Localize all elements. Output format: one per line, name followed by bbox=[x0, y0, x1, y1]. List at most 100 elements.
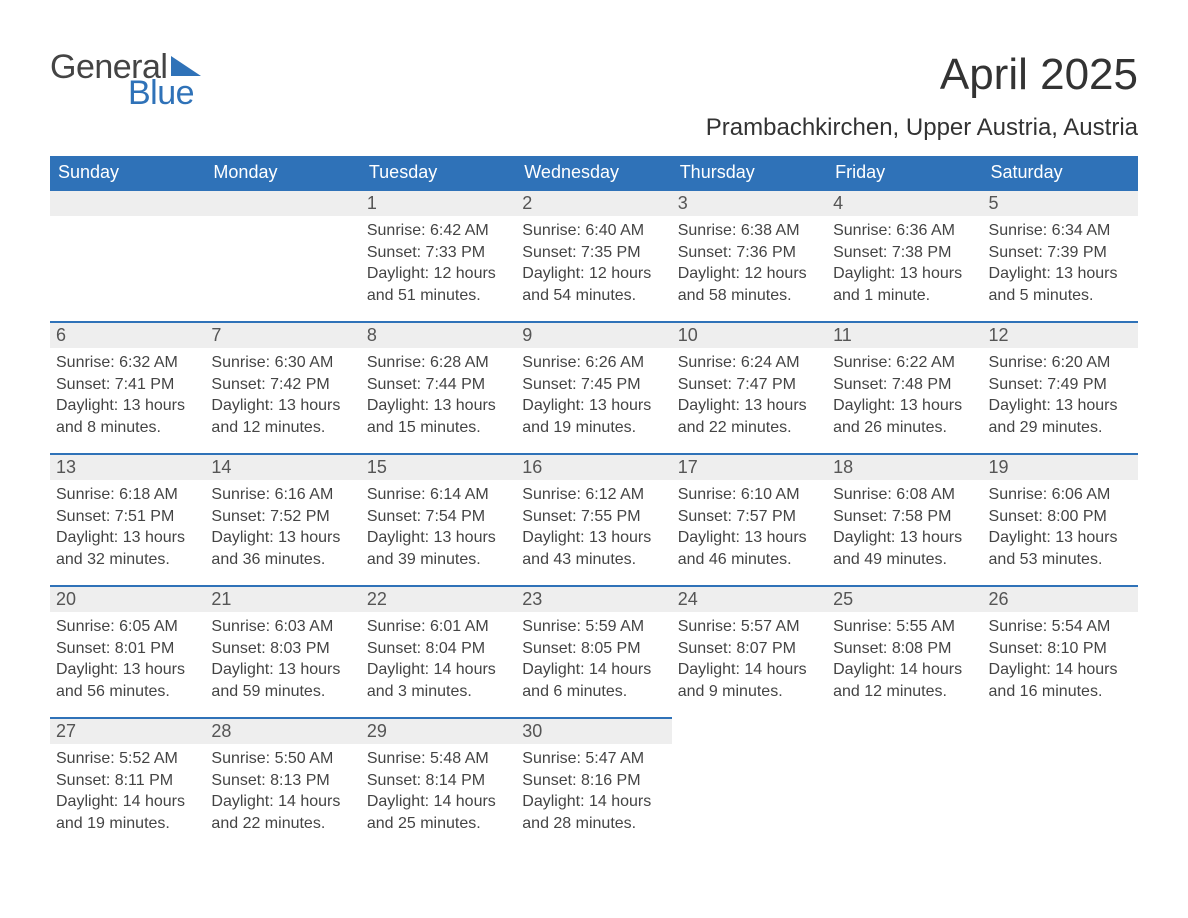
calendar-cell: 22Sunrise: 6:01 AMSunset: 8:04 PMDayligh… bbox=[361, 585, 516, 717]
sunset-line: Sunset: 8:08 PM bbox=[833, 638, 976, 660]
sunrise-line: Sunrise: 6:20 AM bbox=[989, 352, 1132, 374]
sunrise-line: Sunrise: 5:47 AM bbox=[522, 748, 665, 770]
daylight-line: Daylight: 13 hours and 29 minutes. bbox=[989, 395, 1132, 438]
daylight-line: Daylight: 13 hours and 19 minutes. bbox=[522, 395, 665, 438]
sunrise-line: Sunrise: 6:42 AM bbox=[367, 220, 510, 242]
day-number: 6 bbox=[50, 321, 205, 348]
day-details: Sunrise: 5:54 AMSunset: 8:10 PMDaylight:… bbox=[983, 612, 1138, 706]
calendar-cell: 18Sunrise: 6:08 AMSunset: 7:58 PMDayligh… bbox=[827, 453, 982, 585]
day-number: 2 bbox=[516, 189, 671, 216]
dayhdr-tue: Tuesday bbox=[361, 156, 516, 189]
day-number bbox=[50, 189, 205, 216]
sunrise-line: Sunrise: 6:12 AM bbox=[522, 484, 665, 506]
calendar-cell: 28Sunrise: 5:50 AMSunset: 8:13 PMDayligh… bbox=[205, 717, 360, 849]
day-number: 20 bbox=[50, 585, 205, 612]
calendar-week: 13Sunrise: 6:18 AMSunset: 7:51 PMDayligh… bbox=[50, 453, 1138, 585]
daylight-line: Daylight: 13 hours and 8 minutes. bbox=[56, 395, 199, 438]
calendar-cell: 13Sunrise: 6:18 AMSunset: 7:51 PMDayligh… bbox=[50, 453, 205, 585]
sunset-line: Sunset: 8:01 PM bbox=[56, 638, 199, 660]
sunset-line: Sunset: 8:13 PM bbox=[211, 770, 354, 792]
sunrise-line: Sunrise: 5:48 AM bbox=[367, 748, 510, 770]
calendar-week: 6Sunrise: 6:32 AMSunset: 7:41 PMDaylight… bbox=[50, 321, 1138, 453]
day-number: 4 bbox=[827, 189, 982, 216]
month-title: April 2025 bbox=[706, 50, 1138, 100]
sunset-line: Sunset: 7:52 PM bbox=[211, 506, 354, 528]
daylight-line: Daylight: 13 hours and 32 minutes. bbox=[56, 527, 199, 570]
sunset-line: Sunset: 7:55 PM bbox=[522, 506, 665, 528]
sunset-line: Sunset: 7:35 PM bbox=[522, 242, 665, 264]
day-details: Sunrise: 6:24 AMSunset: 7:47 PMDaylight:… bbox=[672, 348, 827, 442]
sunrise-line: Sunrise: 6:22 AM bbox=[833, 352, 976, 374]
calendar-cell: 26Sunrise: 5:54 AMSunset: 8:10 PMDayligh… bbox=[983, 585, 1138, 717]
calendar-week: 1Sunrise: 6:42 AMSunset: 7:33 PMDaylight… bbox=[50, 189, 1138, 321]
sunrise-line: Sunrise: 6:18 AM bbox=[56, 484, 199, 506]
sunset-line: Sunset: 7:48 PM bbox=[833, 374, 976, 396]
sunset-line: Sunset: 7:49 PM bbox=[989, 374, 1132, 396]
title-block: April 2025 Prambachkirchen, Upper Austri… bbox=[706, 50, 1138, 142]
daylight-line: Daylight: 14 hours and 28 minutes. bbox=[522, 791, 665, 834]
day-details: Sunrise: 6:38 AMSunset: 7:36 PMDaylight:… bbox=[672, 216, 827, 310]
sunset-line: Sunset: 8:07 PM bbox=[678, 638, 821, 660]
daylight-line: Daylight: 13 hours and 12 minutes. bbox=[211, 395, 354, 438]
sunset-line: Sunset: 8:16 PM bbox=[522, 770, 665, 792]
dayhdr-sat: Saturday bbox=[983, 156, 1138, 189]
day-number: 7 bbox=[205, 321, 360, 348]
day-details: Sunrise: 6:12 AMSunset: 7:55 PMDaylight:… bbox=[516, 480, 671, 574]
day-details: Sunrise: 5:55 AMSunset: 8:08 PMDaylight:… bbox=[827, 612, 982, 706]
day-details: Sunrise: 6:30 AMSunset: 7:42 PMDaylight:… bbox=[205, 348, 360, 442]
calendar-cell: 6Sunrise: 6:32 AMSunset: 7:41 PMDaylight… bbox=[50, 321, 205, 453]
sunrise-line: Sunrise: 6:36 AM bbox=[833, 220, 976, 242]
day-number: 21 bbox=[205, 585, 360, 612]
calendar-cell: 8Sunrise: 6:28 AMSunset: 7:44 PMDaylight… bbox=[361, 321, 516, 453]
calendar-cell: 15Sunrise: 6:14 AMSunset: 7:54 PMDayligh… bbox=[361, 453, 516, 585]
calendar-page: General Blue April 2025 Prambachkirchen,… bbox=[0, 0, 1188, 879]
day-number: 19 bbox=[983, 453, 1138, 480]
sunset-line: Sunset: 7:57 PM bbox=[678, 506, 821, 528]
day-number: 3 bbox=[672, 189, 827, 216]
daylight-line: Daylight: 13 hours and 59 minutes. bbox=[211, 659, 354, 702]
day-details: Sunrise: 6:16 AMSunset: 7:52 PMDaylight:… bbox=[205, 480, 360, 574]
calendar-cell: 10Sunrise: 6:24 AMSunset: 7:47 PMDayligh… bbox=[672, 321, 827, 453]
day-number: 28 bbox=[205, 717, 360, 744]
day-number: 23 bbox=[516, 585, 671, 612]
sunrise-line: Sunrise: 6:28 AM bbox=[367, 352, 510, 374]
day-number: 1 bbox=[361, 189, 516, 216]
sunset-line: Sunset: 8:11 PM bbox=[56, 770, 199, 792]
sunrise-line: Sunrise: 6:16 AM bbox=[211, 484, 354, 506]
daylight-line: Daylight: 14 hours and 16 minutes. bbox=[989, 659, 1132, 702]
daylight-line: Daylight: 13 hours and 5 minutes. bbox=[989, 263, 1132, 306]
day-details: Sunrise: 6:36 AMSunset: 7:38 PMDaylight:… bbox=[827, 216, 982, 310]
day-details: Sunrise: 6:32 AMSunset: 7:41 PMDaylight:… bbox=[50, 348, 205, 442]
calendar-cell: 20Sunrise: 6:05 AMSunset: 8:01 PMDayligh… bbox=[50, 585, 205, 717]
day-number bbox=[205, 189, 360, 216]
day-details: Sunrise: 6:06 AMSunset: 8:00 PMDaylight:… bbox=[983, 480, 1138, 574]
sunrise-line: Sunrise: 6:34 AM bbox=[989, 220, 1132, 242]
sunrise-line: Sunrise: 6:10 AM bbox=[678, 484, 821, 506]
day-details: Sunrise: 5:48 AMSunset: 8:14 PMDaylight:… bbox=[361, 744, 516, 838]
dayhdr-mon: Monday bbox=[205, 156, 360, 189]
calendar-cell: 30 Sunrise: 5:47 AMSunset: 8:16 PMDayligh… bbox=[516, 717, 671, 849]
daylight-line: Daylight: 13 hours and 39 minutes. bbox=[367, 527, 510, 570]
calendar-cell: 19Sunrise: 6:06 AMSunset: 8:00 PMDayligh… bbox=[983, 453, 1138, 585]
day-number: 15 bbox=[361, 453, 516, 480]
sunrise-line: Sunrise: 6:03 AM bbox=[211, 616, 354, 638]
sunrise-line: Sunrise: 6:30 AM bbox=[211, 352, 354, 374]
sunset-line: Sunset: 8:03 PM bbox=[211, 638, 354, 660]
day-number: 18 bbox=[827, 453, 982, 480]
calendar-cell bbox=[672, 717, 827, 849]
day-number: 22 bbox=[361, 585, 516, 612]
day-number: 26 bbox=[983, 585, 1138, 612]
sunrise-line: Sunrise: 6:14 AM bbox=[367, 484, 510, 506]
sunrise-line: Sunrise: 6:24 AM bbox=[678, 352, 821, 374]
calendar-table: Sunday Monday Tuesday Wednesday Thursday… bbox=[50, 156, 1138, 849]
day-number: 12 bbox=[983, 321, 1138, 348]
calendar-cell: 21 Sunrise: 6:03 AMSunset: 8:03 PMDayligh… bbox=[205, 585, 360, 717]
sunset-line: Sunset: 7:44 PM bbox=[367, 374, 510, 396]
sunset-line: Sunset: 7:41 PM bbox=[56, 374, 199, 396]
calendar-cell bbox=[827, 717, 982, 849]
sunset-line: Sunset: 7:36 PM bbox=[678, 242, 821, 264]
sunset-line: Sunset: 7:42 PM bbox=[211, 374, 354, 396]
sunrise-line: Sunrise: 6:32 AM bbox=[56, 352, 199, 374]
day-number: 30 bbox=[516, 717, 671, 744]
day-number: 24 bbox=[672, 585, 827, 612]
